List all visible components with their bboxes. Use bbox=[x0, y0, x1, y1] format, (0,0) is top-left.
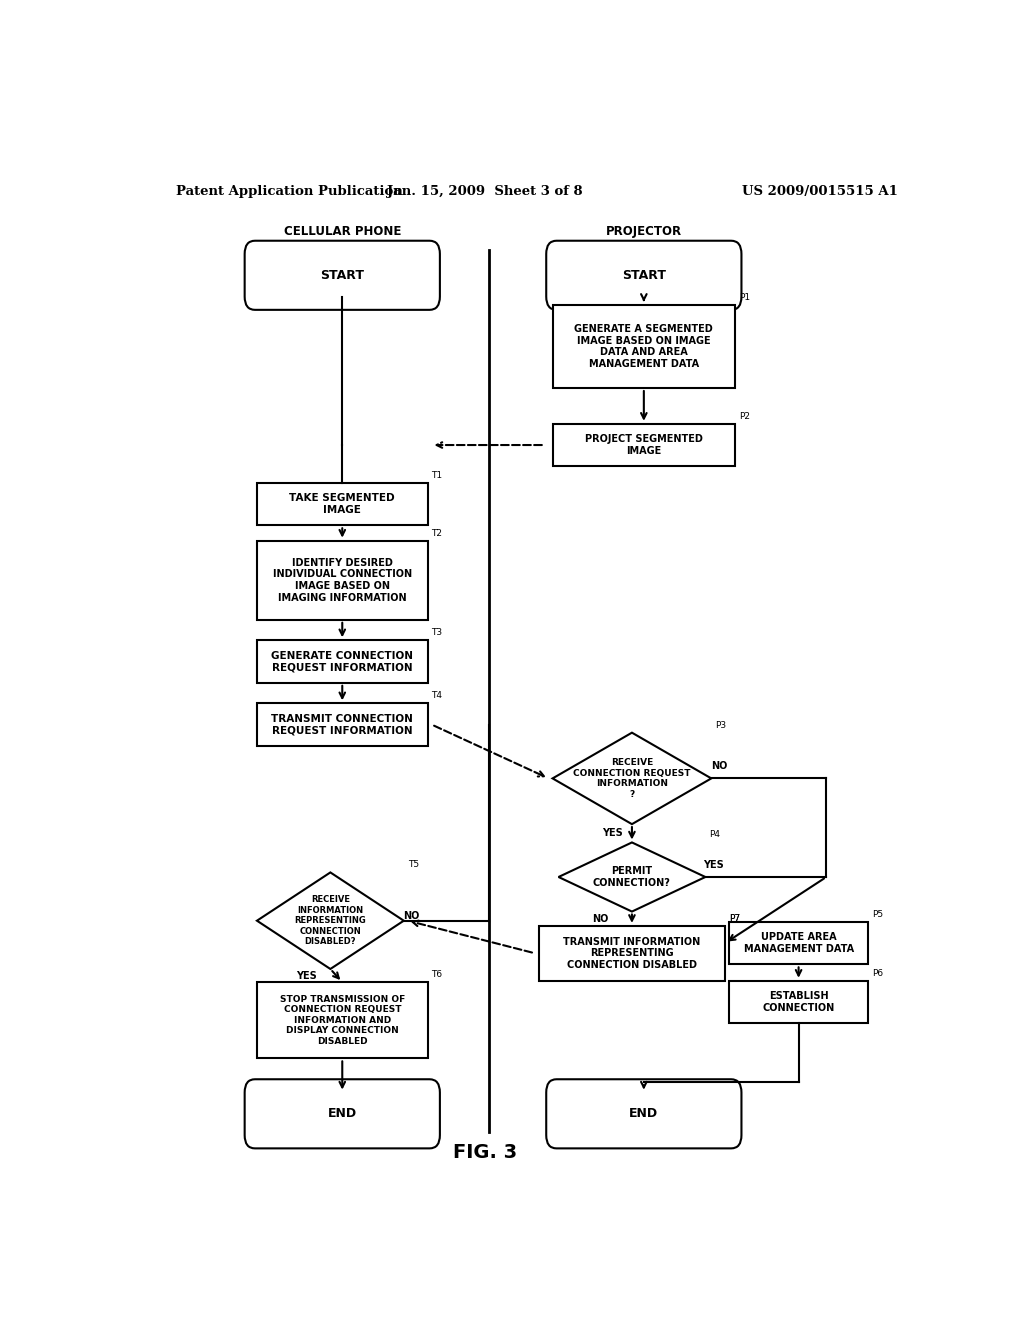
Text: GENERATE A SEGMENTED
IMAGE BASED ON IMAGE
DATA AND AREA
MANAGEMENT DATA: GENERATE A SEGMENTED IMAGE BASED ON IMAG… bbox=[574, 323, 713, 368]
Text: STOP TRANSMISSION OF
CONNECTION REQUEST
INFORMATION AND
DISPLAY CONNECTION
DISAB: STOP TRANSMISSION OF CONNECTION REQUEST … bbox=[280, 995, 404, 1045]
FancyBboxPatch shape bbox=[245, 240, 440, 310]
Text: T2: T2 bbox=[431, 528, 442, 537]
Text: T5: T5 bbox=[408, 861, 419, 870]
Bar bbox=[539, 925, 725, 981]
FancyBboxPatch shape bbox=[546, 240, 741, 310]
Bar bbox=[553, 305, 735, 388]
Text: T1: T1 bbox=[431, 471, 442, 479]
Text: GENERATE CONNECTION
REQUEST INFORMATION: GENERATE CONNECTION REQUEST INFORMATION bbox=[271, 651, 414, 672]
Text: ESTABLISH
CONNECTION: ESTABLISH CONNECTION bbox=[763, 991, 835, 1012]
Text: P7: P7 bbox=[729, 913, 740, 923]
Bar bbox=[729, 981, 868, 1023]
Text: P7: P7 bbox=[729, 913, 740, 923]
Bar bbox=[257, 982, 428, 1059]
Text: NO: NO bbox=[592, 913, 608, 924]
Text: PROJECTOR: PROJECTOR bbox=[606, 226, 682, 238]
Text: TRANSMIT INFORMATION
REPRESENTING
CONNECTION DISABLED: TRANSMIT INFORMATION REPRESENTING CONNEC… bbox=[563, 937, 700, 970]
Text: P4: P4 bbox=[710, 830, 720, 840]
Polygon shape bbox=[257, 873, 403, 969]
Text: T3: T3 bbox=[431, 628, 442, 638]
Text: YES: YES bbox=[602, 828, 623, 838]
FancyBboxPatch shape bbox=[245, 1080, 440, 1148]
Polygon shape bbox=[553, 733, 712, 824]
Text: US 2009/0015515 A1: US 2009/0015515 A1 bbox=[742, 185, 898, 198]
Text: END: END bbox=[630, 1107, 658, 1121]
Bar bbox=[257, 541, 428, 620]
FancyBboxPatch shape bbox=[546, 1080, 741, 1148]
Text: YES: YES bbox=[296, 970, 317, 981]
Text: T4: T4 bbox=[431, 692, 442, 700]
Text: YES: YES bbox=[702, 859, 724, 870]
Text: P3: P3 bbox=[715, 721, 726, 730]
Text: T6: T6 bbox=[431, 970, 442, 979]
Text: UPDATE AREA
MANAGEMENT DATA: UPDATE AREA MANAGEMENT DATA bbox=[743, 932, 854, 954]
Text: P1: P1 bbox=[739, 293, 751, 302]
Text: P2: P2 bbox=[739, 412, 750, 421]
Polygon shape bbox=[558, 842, 706, 912]
Bar bbox=[257, 483, 428, 525]
Text: Patent Application Publication: Patent Application Publication bbox=[176, 185, 402, 198]
Text: START: START bbox=[321, 269, 365, 281]
Bar bbox=[257, 704, 428, 746]
Text: NO: NO bbox=[711, 762, 727, 771]
Text: FIG. 3: FIG. 3 bbox=[453, 1143, 517, 1162]
Bar bbox=[729, 921, 868, 965]
Text: RECEIVE
INFORMATION
REPRESENTING
CONNECTION
DISABLED?: RECEIVE INFORMATION REPRESENTING CONNECT… bbox=[295, 895, 367, 946]
Bar bbox=[257, 640, 428, 682]
Text: TAKE SEGMENTED
IMAGE: TAKE SEGMENTED IMAGE bbox=[290, 494, 395, 515]
Text: RECEIVE
CONNECTION REQUEST
INFORMATION
?: RECEIVE CONNECTION REQUEST INFORMATION ? bbox=[573, 758, 690, 799]
Text: P6: P6 bbox=[872, 969, 883, 978]
Text: PERMIT
CONNECTION?: PERMIT CONNECTION? bbox=[593, 866, 671, 888]
Text: TRANSMIT CONNECTION
REQUEST INFORMATION: TRANSMIT CONNECTION REQUEST INFORMATION bbox=[271, 714, 414, 735]
Text: P5: P5 bbox=[872, 909, 883, 919]
Text: Jan. 15, 2009  Sheet 3 of 8: Jan. 15, 2009 Sheet 3 of 8 bbox=[387, 185, 583, 198]
Bar bbox=[553, 424, 735, 466]
Text: IDENTIFY DESIRED
INDIVIDUAL CONNECTION
IMAGE BASED ON
IMAGING INFORMATION: IDENTIFY DESIRED INDIVIDUAL CONNECTION I… bbox=[272, 558, 412, 603]
Text: END: END bbox=[328, 1107, 356, 1121]
Text: PROJECT SEGMENTED
IMAGE: PROJECT SEGMENTED IMAGE bbox=[585, 434, 702, 455]
Text: START: START bbox=[622, 269, 666, 281]
Text: CELLULAR PHONE: CELLULAR PHONE bbox=[284, 226, 401, 238]
Text: NO: NO bbox=[403, 911, 420, 920]
